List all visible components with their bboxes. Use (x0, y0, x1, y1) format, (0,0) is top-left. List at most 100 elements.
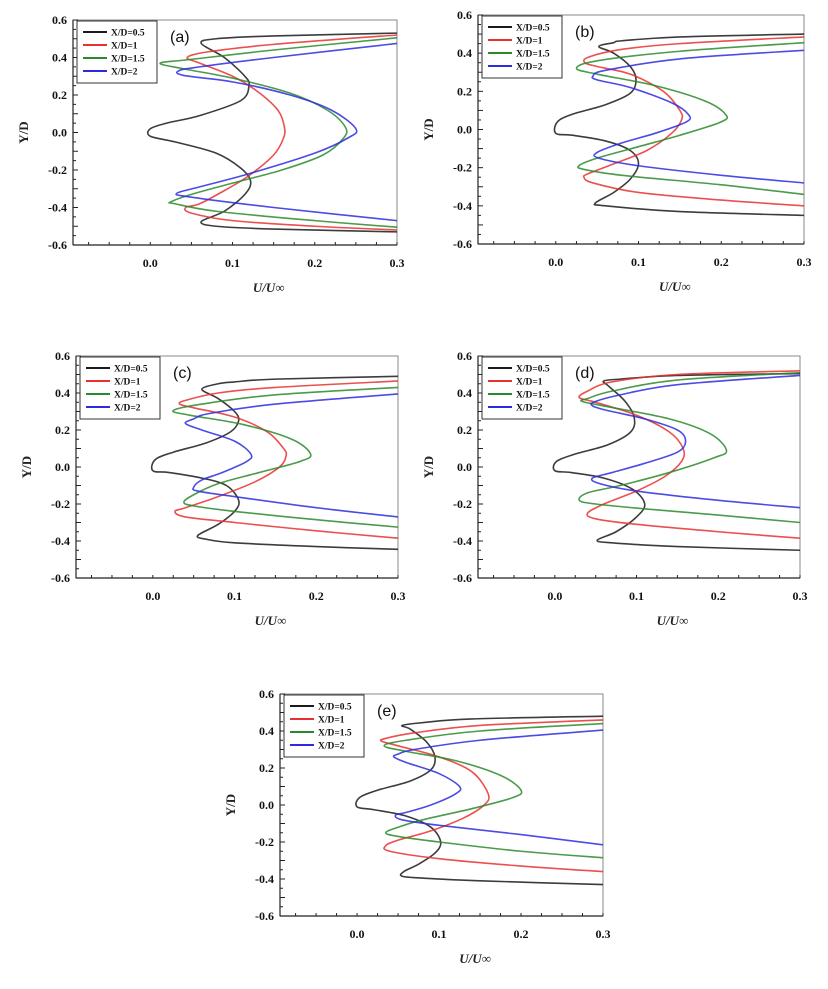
legend-label: X/D=1 (516, 378, 543, 388)
y-tick-label: 0.2 (55, 423, 70, 437)
legend-label: X/D=2 (111, 68, 138, 78)
legend-label: X/D=0.5 (516, 365, 550, 375)
y-tick-label: -0.4 (453, 534, 472, 548)
x-tick-label: 0.0 (548, 255, 563, 269)
series-line-x-d-1-5 (575, 41, 804, 196)
series-group (150, 375, 398, 551)
y-tick-label: -0.2 (255, 835, 274, 849)
y-tick-label: -0.2 (453, 161, 472, 175)
y-tick-label: 0.2 (52, 88, 67, 102)
x-tick-label: 0.0 (145, 589, 160, 603)
x-tick-label: 0.0 (350, 927, 365, 941)
y-tick-label: -0.6 (51, 571, 70, 585)
series-line-x-d-1 (578, 370, 800, 540)
y-tick-label: 0.0 (55, 460, 70, 474)
x-axis-label: U/U∞ (657, 613, 689, 628)
y-tick-label: 0.4 (457, 46, 472, 60)
legend-box (481, 356, 563, 420)
x-tick-label: 0.1 (631, 255, 646, 269)
series-line-x-d-2 (590, 374, 800, 509)
series-line-x-d-2 (175, 42, 397, 222)
y-axis-label: Y/D (16, 121, 31, 143)
y-axis-label: Y/D (421, 118, 436, 140)
y-tick-label: -0.2 (453, 497, 472, 511)
y-tick-label: 0.4 (52, 51, 67, 65)
y-tick-label: 0.0 (457, 460, 472, 474)
x-tick-label: 0.1 (225, 256, 240, 270)
y-tick-label: 0.6 (457, 8, 472, 22)
x-axis-label: U/U∞ (253, 280, 285, 295)
legend-label: X/D=0.5 (516, 24, 550, 34)
chart-panel-e: -0.6 -0.4 -0.2 0.0 0.2 0.4 0.6 0.0 0.1 0.2 0.3 U/U∞… (223, 687, 611, 966)
panel-label: (e) (377, 703, 397, 720)
x-tick-label: 0.0 (143, 256, 158, 270)
y-tick-label: 0.4 (259, 724, 274, 738)
series-line-x-d-0-5 (146, 32, 397, 233)
x-tick-label: 0.3 (390, 256, 405, 270)
y-tick-label: -0.6 (453, 237, 472, 251)
series-line-x-d-1-5 (578, 371, 800, 524)
x-tick-label: 0.1 (432, 927, 447, 941)
series-group (146, 32, 397, 233)
legend-label: X/D=2 (516, 63, 543, 73)
x-tick-label: 0.0 (547, 589, 562, 603)
series-line-x-d-1-5 (172, 386, 398, 528)
series-line-x-d-2 (392, 729, 603, 846)
x-tick-label: 0.2 (309, 589, 324, 603)
legend-label: X/D=2 (114, 404, 141, 414)
y-tick-label: -0.2 (48, 163, 67, 177)
series-line-x-d-2 (184, 393, 398, 518)
y-tick-label: 0.2 (457, 423, 472, 437)
series-line-x-d-0-5 (150, 375, 398, 551)
x-tick-label: 0.2 (711, 589, 726, 603)
panel-label: (d) (575, 365, 595, 382)
legend-label: X/D=2 (318, 742, 345, 752)
x-tick-label: 0.2 (307, 256, 322, 270)
chart-panel-a: -0.6 -0.4 -0.2 0.0 0.2 0.4 0.6 0.0 0.1 0.2 0.3 U/U∞… (16, 13, 405, 295)
series-line-x-d-1 (174, 380, 398, 540)
x-tick-label: 0.2 (514, 927, 529, 941)
series-line-x-d-1 (379, 719, 603, 873)
y-tick-label: 0.2 (259, 761, 274, 775)
y-tick-label: -0.2 (51, 497, 70, 511)
y-tick-label: 0.0 (259, 798, 274, 812)
legend-label: X/D=1.5 (318, 729, 352, 739)
series-group (355, 715, 603, 886)
x-tick-label: 0.1 (227, 589, 242, 603)
series-line-x-d-1-5 (159, 37, 397, 228)
legend-label: X/D=1.5 (516, 50, 550, 60)
series-group (552, 370, 800, 552)
y-tick-label: 0.0 (457, 123, 472, 137)
legend-label: X/D=2 (516, 404, 543, 414)
x-axis-label: U/U∞ (255, 613, 287, 628)
y-axis-label: Y/D (19, 456, 34, 478)
y-tick-label: 0.2 (457, 84, 472, 98)
legend-label: X/D=1 (516, 37, 543, 47)
y-tick-label: 0.6 (55, 349, 70, 363)
panel-label: (b) (575, 24, 595, 41)
chart-panel-d: -0.6 -0.4 -0.2 0.0 0.2 0.4 0.6 0.0 0.1 0.2 0.3 U/U∞… (421, 349, 808, 628)
series-line-x-d-1 (184, 34, 397, 231)
y-tick-label: 0.4 (55, 386, 70, 400)
x-tick-label: 0.2 (714, 255, 729, 269)
legend-label: X/D=1 (111, 42, 138, 52)
chart-panel-b: -0.6 -0.4 -0.2 0.0 0.2 0.4 0.6 0.0 0.1 0.2 0.3 U/U∞… (421, 8, 812, 294)
series-line-x-d-1 (582, 36, 804, 207)
y-tick-label: 0.4 (457, 386, 472, 400)
x-tick-label: 0.3 (596, 927, 611, 941)
legend-label: X/D=1.5 (111, 55, 145, 65)
x-axis-label: U/U∞ (459, 951, 491, 966)
series-line-x-d-1-5 (383, 722, 603, 859)
legend-label: X/D=1.5 (516, 391, 550, 401)
series-line-x-d-0-5 (553, 33, 804, 217)
y-tick-label: 0.6 (457, 349, 472, 363)
legend-label: X/D=1 (114, 378, 141, 388)
x-tick-label: 0.3 (797, 255, 812, 269)
panel-label: (a) (170, 29, 190, 46)
y-tick-label: -0.4 (453, 199, 472, 213)
y-tick-label: -0.4 (51, 534, 70, 548)
y-axis-label: Y/D (223, 794, 238, 816)
y-tick-label: -0.6 (255, 909, 274, 923)
panel-label: (c) (173, 365, 192, 382)
